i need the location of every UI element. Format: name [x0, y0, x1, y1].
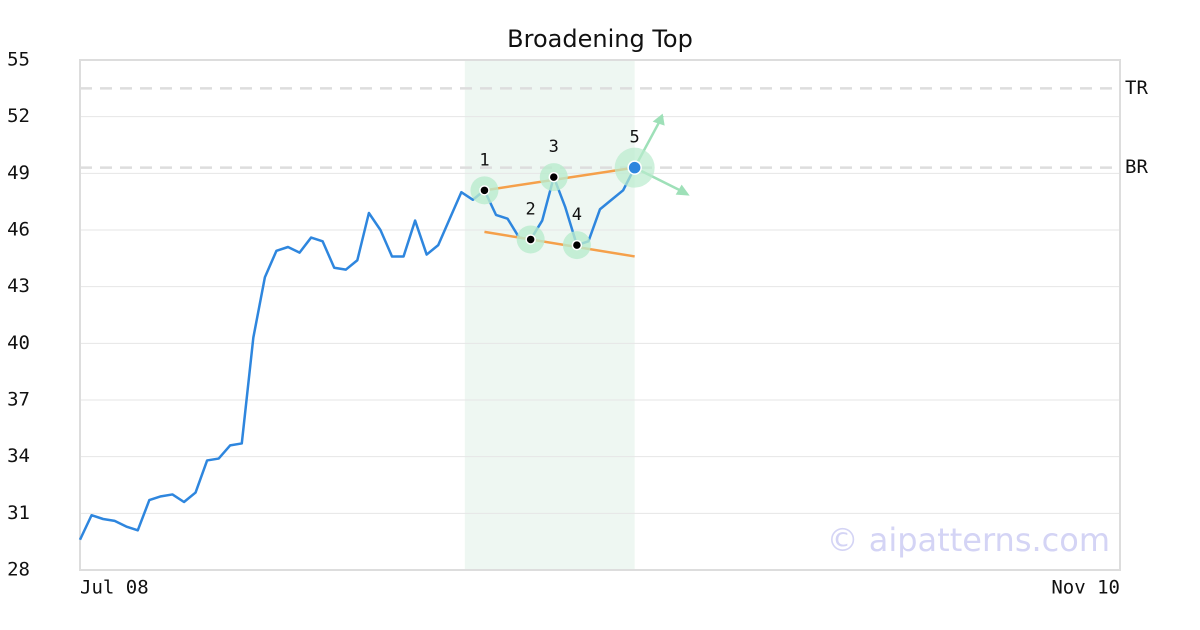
point-label: 1	[479, 150, 489, 170]
pattern-point	[627, 160, 642, 175]
point-label: 2	[526, 199, 536, 219]
y-tick-label: 28	[7, 559, 30, 581]
x-tick-label: Nov 10	[1051, 577, 1120, 599]
price-line	[78, 167, 636, 541]
y-tick-label: 46	[7, 219, 30, 241]
arrow-head	[675, 184, 690, 196]
y-tick-label: 34	[7, 445, 30, 467]
plot-frame	[79, 59, 1121, 571]
y-tick-label: 40	[7, 332, 30, 354]
level-label: BR	[1125, 156, 1148, 178]
arrow-head	[652, 113, 665, 126]
y-tick-label: 43	[7, 275, 30, 297]
pattern-region	[464, 60, 635, 570]
point-label: 3	[549, 137, 559, 157]
y-tick-label: 37	[7, 389, 30, 411]
x-tick-label: Jul 08	[80, 577, 149, 599]
level-label: TR	[1125, 77, 1148, 99]
point-label: 4	[572, 205, 582, 225]
trendline	[484, 230, 635, 258]
y-tick-label: 31	[7, 502, 30, 524]
y-tick-label: 52	[7, 105, 30, 127]
chart-title: Broadening Top	[507, 25, 693, 53]
point-label: 5	[630, 128, 640, 148]
pattern-point	[525, 234, 536, 245]
pattern-point	[479, 185, 490, 196]
pattern-point	[548, 171, 560, 183]
pattern-point	[571, 239, 583, 251]
y-tick-label: 55	[7, 49, 30, 71]
y-tick-label: 49	[7, 162, 30, 184]
watermark: © aipatterns.com	[827, 521, 1110, 559]
